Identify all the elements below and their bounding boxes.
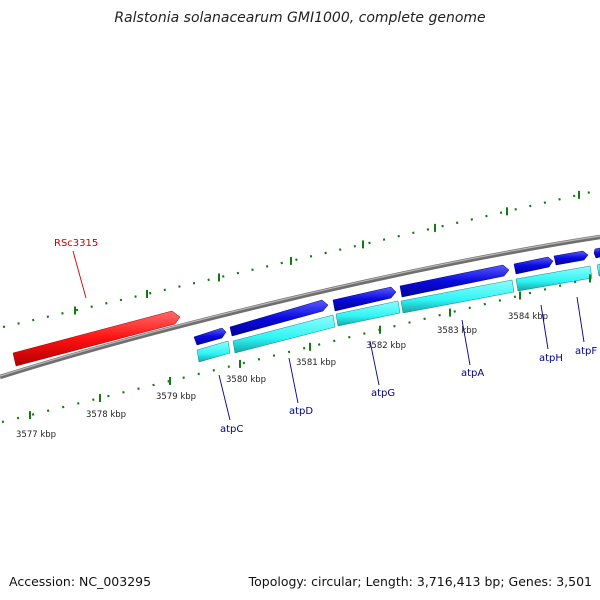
genome-summary-text: Topology: circular; Length: 3,716,413 bp… <box>248 574 592 589</box>
inner-tick-dots <box>1 274 600 424</box>
gene-atpG-arrow[interactable] <box>332 286 397 312</box>
gene-RSc3315[interactable] <box>12 310 181 367</box>
gene-atpA-arrow[interactable] <box>399 264 510 298</box>
cds-next[interactable] <box>596 263 600 277</box>
outer-tick-dots <box>2 188 600 329</box>
scale-label-3582: 3582 kbp <box>366 341 406 351</box>
gene-label-atpF[interactable]: atpF <box>575 346 597 357</box>
cds-atpD[interactable] <box>232 314 336 354</box>
scale-label-3580: 3580 kbp <box>226 375 266 385</box>
genome-backbone <box>0 234 600 380</box>
scale-labels: 3577 kbp 3578 kbp 3579 kbp 3580 kbp 3581… <box>16 312 548 440</box>
cds-atpC[interactable] <box>196 340 231 363</box>
gene-label-leaders <box>72 250 585 421</box>
scale-label-3578: 3578 kbp <box>86 410 126 420</box>
gene-label-atpC[interactable]: atpC <box>220 424 243 435</box>
gene-RSc3315-arrow[interactable] <box>12 310 181 367</box>
scale-label-3581: 3581 kbp <box>296 358 336 368</box>
gene-label-RSc3315[interactable]: RSc3315 <box>54 238 98 249</box>
gene-atpD-arrow[interactable] <box>229 299 329 337</box>
leader-atpA <box>461 319 471 366</box>
leader-atpC <box>218 374 231 421</box>
scale-label-3577: 3577 kbp <box>16 430 56 440</box>
gene-label-atpD[interactable]: atpD <box>289 406 313 417</box>
gene-next-arrow[interactable] <box>593 247 600 259</box>
gene-label-atpG[interactable]: atpG <box>371 388 395 399</box>
inner-major-ticks <box>29 274 591 420</box>
gene-labels: RSc3315 atpC atpD atpG atpA atpH atpF <box>54 238 597 435</box>
gene-atpF-arrow[interactable] <box>553 250 589 266</box>
cds-atpH[interactable] <box>515 265 593 292</box>
map-title: Ralstonia solanacearum GMI1000, complete… <box>114 10 486 26</box>
gene-atpC-arrow[interactable] <box>193 327 227 346</box>
leader-atpF <box>576 296 585 343</box>
cds-atpA[interactable] <box>400 279 515 314</box>
outer-major-ticks <box>74 190 580 315</box>
scale-label-3583: 3583 kbp <box>437 326 477 336</box>
leader-atpH <box>540 304 549 350</box>
gene-atpH-arrow[interactable] <box>513 256 554 275</box>
scale-label-3584: 3584 kbp <box>508 312 548 322</box>
inner-tick-track <box>1 274 600 424</box>
leader-atpG <box>369 340 380 386</box>
forward-gene-track <box>193 247 600 346</box>
leader-atpD <box>288 357 299 404</box>
cds-track <box>196 263 600 363</box>
scale-label-3579: 3579 kbp <box>156 392 196 402</box>
cds-atpG[interactable] <box>335 300 401 327</box>
outer-tick-track <box>2 188 600 329</box>
genome-backbone-highlight <box>0 235 600 377</box>
gene-label-atpH[interactable]: atpH <box>539 353 563 364</box>
leader-RSc3315 <box>72 250 87 299</box>
gene-label-atpA[interactable]: atpA <box>461 368 484 379</box>
accession-text: Accession: NC_003295 <box>9 574 152 589</box>
